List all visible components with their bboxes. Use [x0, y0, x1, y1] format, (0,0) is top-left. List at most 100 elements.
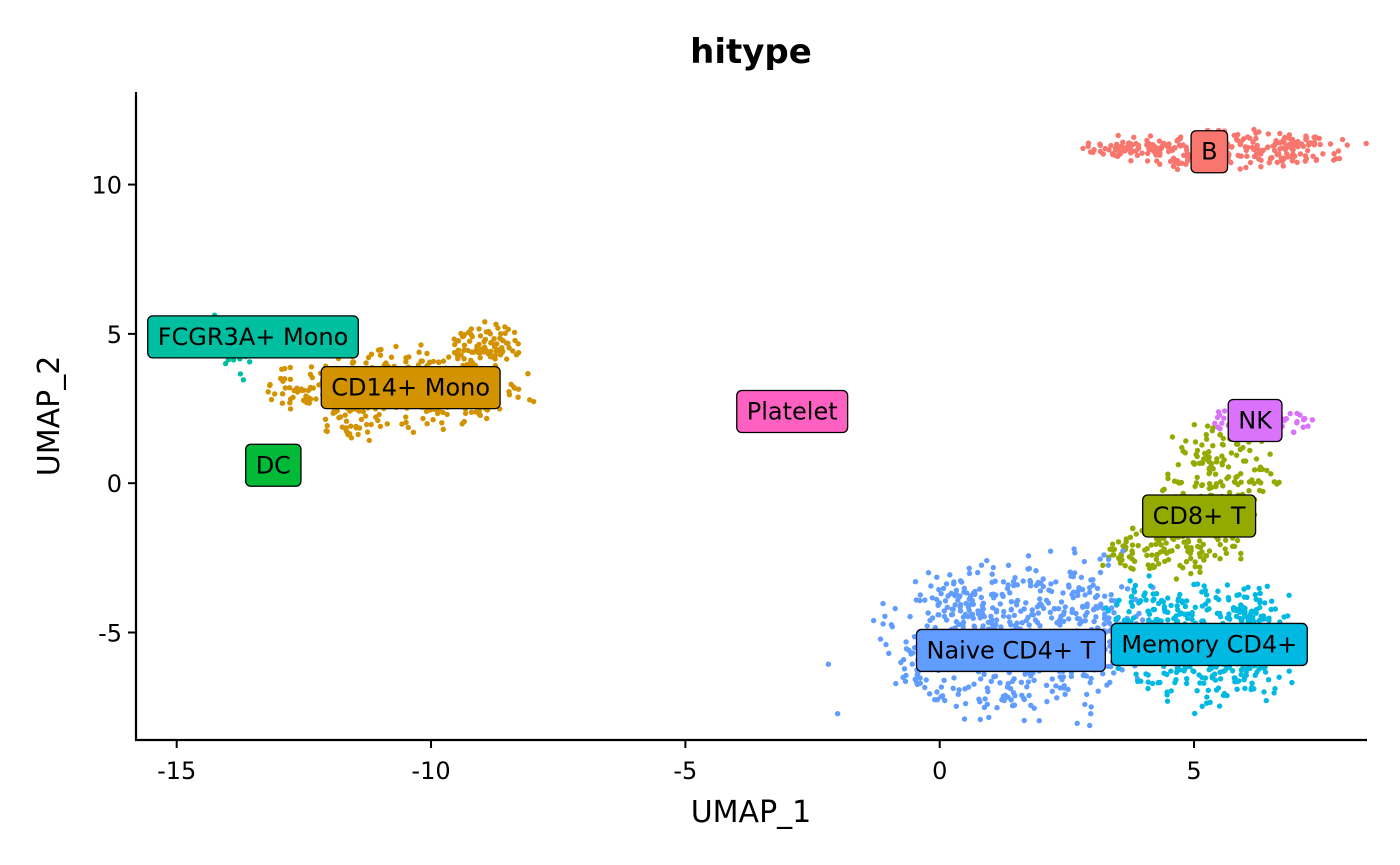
point-cd14-mono	[282, 376, 288, 382]
point-cd14-mono	[287, 376, 294, 382]
point-naive-cd4-t	[944, 604, 950, 610]
point-b	[1290, 155, 1296, 161]
point-cd14-mono	[505, 340, 511, 346]
point-b	[1265, 144, 1271, 150]
point-cd14-mono	[410, 429, 417, 435]
point-naive-cd4-t	[1010, 690, 1017, 696]
point-naive-cd4-t	[1132, 596, 1139, 603]
point-memory-cd4	[1257, 604, 1263, 611]
point-naive-cd4-t	[1040, 576, 1046, 582]
point-b	[1253, 135, 1259, 142]
point-memory-cd4	[1158, 597, 1165, 604]
cluster-label-cd8-t: CD8+ T	[1142, 494, 1257, 538]
point-naive-cd4-t	[952, 602, 958, 608]
point-cd8-t	[1111, 552, 1117, 558]
point-cd8-t	[1174, 543, 1181, 550]
point-memory-cd4	[1143, 671, 1149, 677]
point-cd14-mono	[482, 336, 489, 343]
point-memory-cd4	[1224, 665, 1230, 671]
point-cd8-t	[1183, 438, 1189, 444]
point-memory-cd4	[1165, 617, 1171, 623]
point-memory-cd4	[1224, 582, 1231, 588]
point-naive-cd4-t	[977, 716, 983, 723]
point-b	[1163, 143, 1170, 149]
point-b	[1183, 161, 1189, 167]
point-cd8-t	[1133, 531, 1140, 537]
point-cd8-t	[1156, 538, 1162, 544]
point-naive-cd4-t	[967, 593, 974, 599]
point-b	[1090, 149, 1096, 156]
point-naive-cd4-t	[1139, 617, 1146, 623]
point-cd14-mono	[348, 423, 354, 429]
point-memory-cd4	[1257, 597, 1263, 603]
point-naive-cd4-t	[1124, 586, 1131, 592]
point-b	[1244, 134, 1251, 140]
point-naive-cd4-t	[1078, 574, 1085, 581]
point-naive-cd4-t	[980, 600, 987, 606]
point-naive-cd4-t	[1079, 586, 1086, 593]
point-naive-cd4-t	[978, 594, 984, 601]
point-naive-cd4-t	[825, 661, 832, 667]
point-cd8-t	[1109, 541, 1116, 547]
point-naive-cd4-t	[1002, 692, 1008, 698]
point-naive-cd4-t	[1068, 673, 1075, 680]
point-b	[1297, 151, 1304, 157]
chart-title: hitype	[690, 32, 812, 72]
point-memory-cd4	[1138, 678, 1144, 684]
point-memory-cd4	[1137, 598, 1144, 605]
point-cd14-mono	[491, 344, 498, 350]
point-cd8-t	[1268, 471, 1274, 477]
point-b	[1114, 142, 1120, 149]
cluster-label-dc: DC	[245, 443, 302, 487]
point-b	[1134, 152, 1141, 159]
point-memory-cd4	[1286, 668, 1292, 674]
point-naive-cd4-t	[957, 608, 964, 614]
point-naive-cd4-t	[1008, 599, 1015, 605]
point-cd14-mono	[403, 419, 409, 426]
point-naive-cd4-t	[1111, 610, 1117, 616]
point-naive-cd4-t	[1046, 587, 1052, 593]
point-cd14-mono	[511, 385, 518, 391]
point-memory-cd4	[1164, 689, 1170, 695]
point-b	[1258, 164, 1264, 170]
point-b	[1244, 153, 1250, 159]
point-cd14-mono	[332, 409, 338, 416]
point-naive-cd4-t	[912, 579, 919, 585]
point-naive-cd4-t	[1020, 695, 1027, 701]
point-b	[1331, 151, 1337, 157]
point-b	[1243, 164, 1249, 171]
point-naive-cd4-t	[1029, 607, 1036, 613]
point-memory-cd4	[1194, 688, 1200, 694]
point-cd14-mono	[267, 382, 273, 389]
point-cd14-mono	[308, 364, 315, 370]
point-memory-cd4	[1146, 573, 1152, 579]
point-cd14-mono	[430, 417, 436, 423]
point-naive-cd4-t	[938, 684, 945, 690]
point-cd8-t	[1276, 479, 1282, 485]
cluster-label-fcgr3a-mono: FCGR3A+ Mono	[147, 315, 359, 359]
cluster-label-text: Memory CD4+	[1121, 630, 1297, 658]
point-nk	[1219, 420, 1225, 426]
point-memory-cd4	[1256, 617, 1263, 624]
point-memory-cd4	[1127, 578, 1133, 584]
point-cd14-mono	[451, 349, 458, 356]
point-cd8-t	[1165, 471, 1171, 477]
point-naive-cd4-t	[880, 600, 886, 607]
point-naive-cd4-t	[962, 700, 969, 707]
point-memory-cd4	[1220, 668, 1227, 674]
point-b	[1274, 159, 1281, 165]
point-naive-cd4-t	[977, 586, 983, 592]
point-memory-cd4	[1184, 598, 1190, 604]
point-naive-cd4-t	[924, 623, 930, 629]
point-cd8-t	[1223, 550, 1230, 557]
point-memory-cd4	[1257, 590, 1263, 597]
point-naive-cd4-t	[925, 610, 931, 616]
point-naive-cd4-t	[1060, 590, 1066, 596]
point-memory-cd4	[1217, 614, 1224, 620]
y-tick-label: 0	[107, 470, 122, 498]
point-cd14-mono	[462, 410, 469, 416]
point-cd14-mono	[342, 412, 348, 418]
point-naive-cd4-t	[982, 696, 988, 702]
point-naive-cd4-t	[1090, 577, 1096, 583]
point-cd8-t	[1220, 483, 1226, 489]
